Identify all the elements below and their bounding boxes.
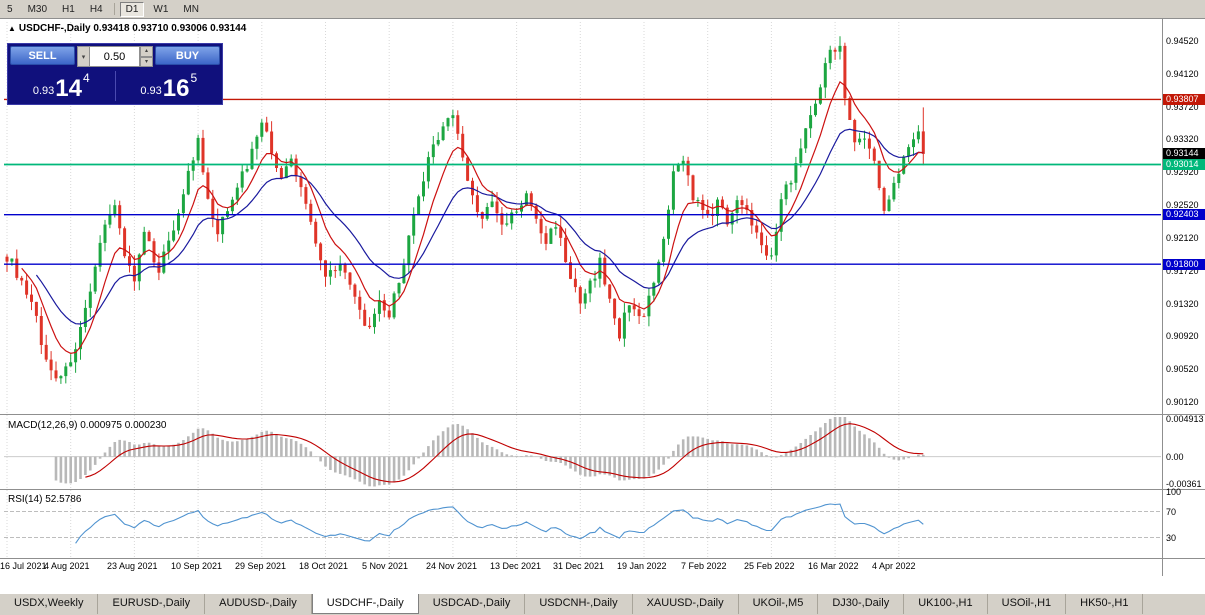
toolbar-separator bbox=[113, 3, 115, 15]
macd-panel-separator[interactable] bbox=[0, 414, 1205, 415]
volume-increase-button[interactable]: ▴ bbox=[140, 46, 153, 57]
macd-tick-label: -0.00361 bbox=[1166, 479, 1202, 489]
rsi-indicator-label: RSI(14) 52.5786 bbox=[8, 494, 82, 505]
sell-price-prefix: 0.93 bbox=[32, 85, 55, 97]
chart-ohlc-text: USDCHF-,Daily 0.93418 0.93710 0.93006 0.… bbox=[18, 23, 247, 34]
date-label: 31 Dec 2021 bbox=[553, 561, 605, 571]
chart-tab-usdx-weekly[interactable]: USDX,Weekly bbox=[0, 594, 99, 614]
buy-price-sup: 5 bbox=[190, 71, 198, 85]
time-scale-separator bbox=[0, 558, 1205, 559]
volume-dropdown-button[interactable]: ▾ bbox=[77, 46, 90, 67]
rsi-tick-label: 30 bbox=[1166, 533, 1177, 543]
date-label: 5 Nov 2021 bbox=[362, 561, 409, 571]
price-tick-label: 0.94120 bbox=[1166, 69, 1199, 79]
price-tick-label: 0.93320 bbox=[1166, 134, 1199, 144]
price-tick-label: 0.92120 bbox=[1166, 233, 1199, 243]
date-label: 24 Nov 2021 bbox=[426, 561, 478, 571]
price-tick-label: 0.90920 bbox=[1166, 331, 1199, 341]
volume-control: ▾ ▴ ▾ bbox=[77, 46, 153, 67]
time-scale[interactable]: 16 Jul 2021 4 Aug 2021 23 Aug 2021 10 Sep 2… bbox=[0, 559, 1162, 576]
date-label: 19 Jan 2022 bbox=[617, 561, 667, 571]
price-level-badge: 0.92403 bbox=[1163, 209, 1205, 220]
date-label: 25 Feb 2022 bbox=[744, 561, 795, 571]
volume-input[interactable] bbox=[90, 46, 140, 67]
date-label: 4 Aug 2021 bbox=[44, 561, 90, 571]
date-label: 29 Sep 2021 bbox=[235, 561, 287, 571]
chart-tab-usdcad-daily[interactable]: USDCAD-,Daily bbox=[418, 594, 526, 614]
chart-tab-usdchf-daily[interactable]: USDCHF-,Daily bbox=[311, 594, 419, 614]
price-tick-label: 0.92520 bbox=[1166, 200, 1199, 210]
timeframe-button-m30[interactable]: M30 bbox=[27, 3, 48, 15]
price-tick-label: 0.94520 bbox=[1166, 36, 1199, 46]
price-level-badge: 0.91800 bbox=[1163, 259, 1205, 270]
chart-tab-xauusd-daily[interactable]: XAUUSD-,Daily bbox=[632, 594, 739, 614]
macd-indicator-label: MACD(12,26,9) 0.000975 0.000230 bbox=[8, 420, 167, 431]
rsi-tick-label: 100 bbox=[1166, 487, 1182, 497]
sell-price-big: 14 bbox=[55, 75, 82, 102]
price-level-badge: 0.93014 bbox=[1163, 159, 1205, 170]
chart-tab-dj30-daily[interactable]: DJ30-,Daily bbox=[818, 594, 905, 614]
chart-tab-uk100-h1[interactable]: UK100-,H1 bbox=[904, 594, 988, 614]
price-level-badge: 0.93144 bbox=[1163, 148, 1205, 159]
chart-tab-audusd-daily[interactable]: AUDUSD-,Daily bbox=[205, 594, 312, 614]
date-label: 13 Dec 2021 bbox=[490, 561, 542, 571]
rsi-tick-label: 70 bbox=[1166, 507, 1177, 517]
buy-button[interactable]: BUY bbox=[155, 46, 220, 65]
date-label: 7 Feb 2022 bbox=[681, 561, 727, 571]
buy-price-big: 16 bbox=[162, 75, 190, 102]
buy-price[interactable]: 0.93 16 5 bbox=[116, 69, 223, 103]
macd-tick-label: 0.00 bbox=[1166, 452, 1184, 462]
price-tick-label: 0.93720 bbox=[1166, 102, 1199, 112]
timeframe-button-h4[interactable]: H4 bbox=[89, 3, 103, 15]
timeframe-button-h1[interactable]: H1 bbox=[62, 3, 75, 15]
sell-price-sup: 4 bbox=[82, 71, 90, 85]
price-tick-label: 0.91720 bbox=[1166, 266, 1199, 276]
date-label: 18 Oct 2021 bbox=[299, 561, 349, 571]
buy-price-prefix: 0.93 bbox=[140, 85, 162, 97]
macd-tick-label: 0.004913 bbox=[1166, 414, 1204, 424]
price-tick-label: 0.92920 bbox=[1166, 167, 1199, 177]
sell-price[interactable]: 0.93 14 4 bbox=[8, 69, 115, 103]
price-scale-divider bbox=[1162, 19, 1163, 576]
timeframe-button-w1[interactable]: W1 bbox=[153, 3, 169, 15]
one-click-panel-toggle-icon[interactable]: ▲ bbox=[8, 24, 16, 33]
price-tick-label: 0.90120 bbox=[1166, 397, 1199, 407]
date-label: 10 Sep 2021 bbox=[171, 561, 223, 571]
date-label: 16 Jul 2021 bbox=[0, 561, 47, 571]
chart-tab-hk50-h1[interactable]: HK50-,H1 bbox=[1066, 594, 1144, 614]
date-label: 23 Aug 2021 bbox=[107, 561, 158, 571]
chart-tab-bar: USDX,Weekly EURUSD-,Daily AUDUSD-,Daily USD… bbox=[0, 593, 1205, 615]
price-scale[interactable]: 0.94520 0.94120 0.93720 0.93320 0.92920 0.925… bbox=[1163, 19, 1205, 576]
timeframe-button-d1[interactable]: D1 bbox=[119, 1, 145, 17]
timeframe-toolbar: 5 M30 H1 H4 D1 W1 MN bbox=[0, 0, 1205, 18]
chart-tab-usoil-h1[interactable]: USOil-,H1 bbox=[987, 594, 1067, 614]
date-label: 16 Mar 2022 bbox=[808, 561, 859, 571]
rsi-panel-separator[interactable] bbox=[0, 489, 1205, 490]
volume-decrease-button[interactable]: ▾ bbox=[140, 56, 153, 67]
timeframe-button-m5[interactable]: 5 bbox=[7, 3, 13, 15]
chart-tab-eurusd-daily[interactable]: EURUSD-,Daily bbox=[98, 594, 206, 614]
chart-tab-ukoil-m5[interactable]: UKOil-,M5 bbox=[738, 594, 819, 614]
price-level-badge: 0.93807 bbox=[1163, 94, 1205, 105]
chart-ohlc-header: ▲ USDCHF-,Daily 0.93418 0.93710 0.93006 0… bbox=[8, 23, 246, 34]
timeframe-button-mn[interactable]: MN bbox=[183, 3, 199, 15]
chart-tab-usdcnh-daily[interactable]: USDCNH-,Daily bbox=[525, 594, 633, 614]
price-tick-label: 0.90520 bbox=[1166, 364, 1199, 374]
sell-button[interactable]: SELL bbox=[10, 46, 75, 65]
date-label: 4 Apr 2022 bbox=[872, 561, 916, 571]
price-tick-label: 0.91320 bbox=[1166, 299, 1199, 309]
